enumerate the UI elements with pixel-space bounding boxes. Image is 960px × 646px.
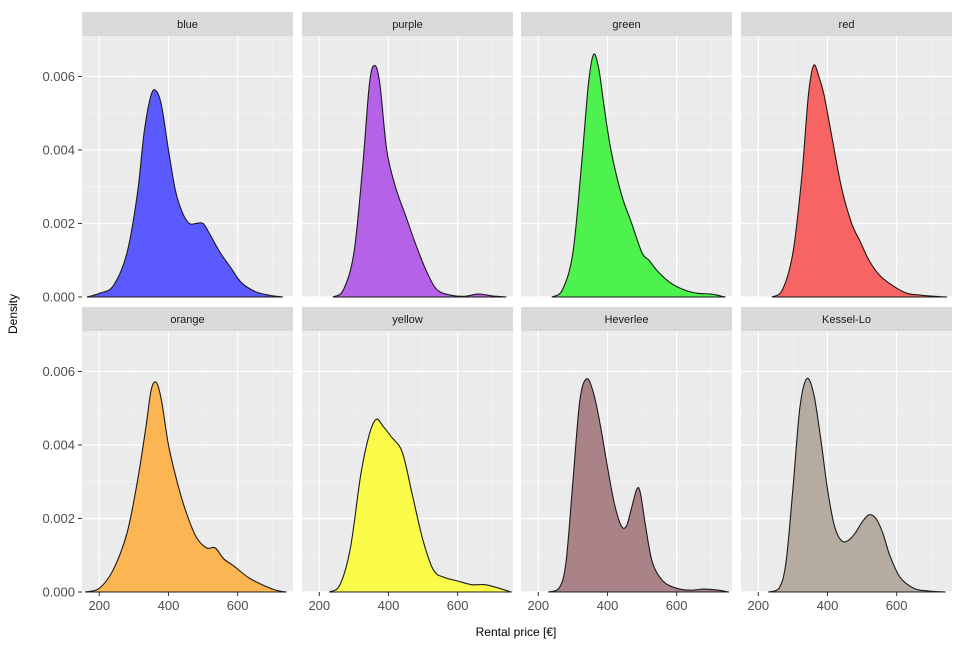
density-area [551, 53, 726, 298]
x-tick-label: 600 [227, 598, 249, 613]
facet-strip-label: blue [177, 19, 198, 31]
density-area [84, 381, 287, 593]
facet-strip [302, 12, 513, 36]
facet-panel: Heverlee [521, 307, 732, 593]
density-area [771, 64, 948, 298]
facet-panel: yellow [302, 307, 513, 593]
facet-strip-label: Heverlee [604, 314, 648, 326]
facet-panel: Kessel-Lo [741, 307, 952, 593]
y-tick-label: 0.006 [42, 69, 75, 84]
y-tick-label: 0.002 [42, 511, 75, 526]
y-tick-label: 0.006 [42, 364, 75, 379]
density-area [768, 377, 946, 593]
facet-strip-label: Kessel-Lo [822, 314, 871, 326]
y-tick-label: 0.002 [42, 216, 75, 231]
x-tick-label: 400 [817, 598, 839, 613]
y-axes: 0.000 0.002 0.004 0.006 0.000 0.002 0.004 0.006 [42, 69, 82, 600]
density-area [548, 378, 730, 593]
x-tick-label: 200 [747, 598, 769, 613]
y-axis-title: Density [6, 294, 20, 334]
facet-strip-label: yellow [392, 314, 423, 326]
facet-panel: red [741, 12, 952, 298]
facet-grid: blue purple green red orange yellow Heverlee Ke… [82, 12, 952, 593]
facet-strip [741, 307, 952, 331]
facet-strip [82, 12, 293, 36]
facet-strip [521, 307, 732, 331]
x-axis-title: Rental price [€] [476, 625, 557, 639]
x-tick-label: 200 [88, 598, 110, 613]
x-tick-label: 400 [158, 598, 180, 613]
facet-panel: purple [302, 12, 513, 298]
facet-strip [521, 12, 732, 36]
x-tick-label: 600 [666, 598, 688, 613]
density-area [329, 418, 512, 593]
x-tick-label: 200 [308, 598, 330, 613]
y-tick-label: 0.004 [42, 437, 75, 452]
x-tick-label: 400 [597, 598, 619, 613]
facet-strip-label: green [612, 19, 640, 31]
facet-strip [82, 307, 293, 331]
x-tick-label: 600 [886, 598, 908, 613]
x-tick-label: 200 [527, 598, 549, 613]
facet-strip [741, 12, 952, 36]
y-tick-label: 0.004 [42, 142, 75, 157]
y-tick-label: 0.000 [42, 290, 75, 305]
density-area [86, 89, 284, 298]
y-tick-label: 0.000 [42, 585, 75, 600]
facet-panel: green [521, 12, 732, 298]
facet-strip [302, 307, 513, 331]
x-tick-label: 400 [378, 598, 400, 613]
x-axes: 200 400 600 200 400 600 200 400 600 200 400 600 [88, 592, 908, 613]
facet-strip-label: orange [170, 314, 204, 326]
facet-panel: blue [82, 12, 293, 298]
density-area [332, 64, 507, 298]
x-tick-label: 600 [447, 598, 469, 613]
facet-strip-label: red [839, 19, 855, 31]
facet-strip-label: purple [392, 19, 423, 31]
facet-panel: orange [82, 307, 293, 593]
